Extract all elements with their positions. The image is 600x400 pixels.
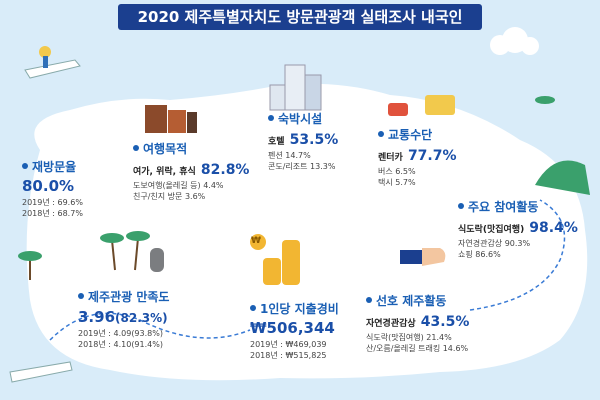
transport-line-2: 택시 5.7% (378, 178, 416, 187)
transport-line-1: 버스 6.5% (378, 167, 416, 176)
seongsan-icon (535, 160, 590, 195)
activity-main-item: 식도락(맛집여행) (458, 225, 525, 235)
spending-line-2: 2018년 : ₩515,825 (250, 351, 327, 360)
suitcase-icon (145, 105, 197, 133)
airplane-icon (24, 46, 81, 79)
satisfaction-value: 3.96 (78, 308, 116, 326)
spending-label: 1인당 지출경비 (250, 300, 339, 317)
revisit-block: 재방문율 80.0% 2019년 : 69.6% 2018년 : 68.7% (22, 158, 83, 219)
preferred-main-value: 43.5% (420, 314, 470, 330)
purpose-label: 여행목적 (133, 140, 249, 157)
activity-label: 주요 참여활동 (458, 198, 578, 215)
hotel-icon (269, 64, 322, 111)
revisit-line-1: 2019년 : 69.6% (22, 198, 83, 207)
cloud-icon (490, 27, 539, 55)
palm-tree-icon (29, 237, 139, 280)
activity-main-value: 98.4% (529, 220, 578, 236)
lodging-block: 숙박시설 호텔 53.5% 펜션 14.7% 콘도/리조트 13.3% (268, 110, 338, 172)
spending-line-1: 2019년 : ₩469,039 (250, 340, 327, 349)
activity-block: 주요 참여활동 식도락(맛집여행) 98.4% 자연경관감상 90.3% 쇼핑 … (458, 198, 578, 260)
spending-value: ₩506,344 (250, 319, 335, 337)
purpose-block: 여행목적 여가, 위락, 휴식 82.8% 도보여행(올레길 등) 4.4% 친… (133, 140, 249, 202)
page-title: 2020 제주특별자치도 방문관광객 실태조사 내국인 (118, 4, 482, 30)
airplane-bottom-icon (9, 361, 73, 383)
satisfaction-line-2: 2018년 : 4.10(91.4%) (78, 340, 163, 349)
transport-label: 교통수단 (378, 126, 457, 143)
revisit-value: 80.0% (22, 177, 75, 195)
satisfaction-block: 제주관광 만족도 3.96(82.3%) 2019년 : 4.09(93.8%)… (78, 288, 169, 350)
lodging-main-value: 53.5% (289, 132, 339, 148)
lodging-main-item: 호텔 (268, 137, 285, 147)
purpose-line-2: 친구/친지 방문 3.6% (133, 192, 206, 201)
lodging-label: 숙박시설 (268, 110, 338, 127)
bus-icon (388, 95, 455, 116)
preferred-line-2: 산/오름/올레길 트래킹 14.6% (366, 344, 469, 353)
activity-line-2: 쇼핑 86.6% (458, 250, 501, 259)
coins-icon (250, 234, 300, 285)
island-shape (26, 83, 588, 381)
spending-block: 1인당 지출경비 ₩506,344 2019년 : ₩469,039 2018년… (250, 300, 339, 361)
satisfaction-value-paren: (82.3%) (115, 311, 168, 325)
preferred-block: 선호 제주활동 자연경관감상 43.5% 식도락(맛집여행) 21.4% 산/오… (366, 292, 469, 354)
transport-block: 교통수단 렌터카 77.7% 버스 6.5% 택시 5.7% (378, 126, 457, 188)
satisfaction-label: 제주관광 만족도 (78, 288, 169, 305)
preferred-label: 선호 제주활동 (366, 292, 469, 309)
route-path (49, 312, 251, 341)
transport-main-value: 77.7% (407, 148, 457, 164)
preferred-main-item: 자연경관감상 (366, 319, 416, 329)
revisit-label: 재방문율 (22, 158, 83, 175)
purpose-main-value: 82.8% (200, 162, 250, 178)
purpose-main-item: 여가, 위락, 휴식 (133, 167, 196, 177)
lodging-line-2: 콘도/리조트 13.3% (268, 162, 336, 171)
transport-main-item: 렌터카 (378, 153, 403, 163)
activity-line-1: 자연경관감상 90.3% (458, 239, 531, 248)
dolhareubang-icon (150, 248, 164, 272)
coin-symbol: ₩ (251, 236, 261, 246)
revisit-line-2: 2018년 : 68.7% (22, 209, 83, 218)
satisfaction-line-1: 2019년 : 4.09(93.8%) (78, 329, 163, 338)
purpose-line-1: 도보여행(올레길 등) 4.4% (133, 181, 224, 190)
preferred-line-1: 식도락(맛집여행) 21.4% (366, 333, 452, 342)
lodging-line-1: 펜션 14.7% (268, 151, 311, 160)
thumbs-up-icon (400, 248, 446, 266)
